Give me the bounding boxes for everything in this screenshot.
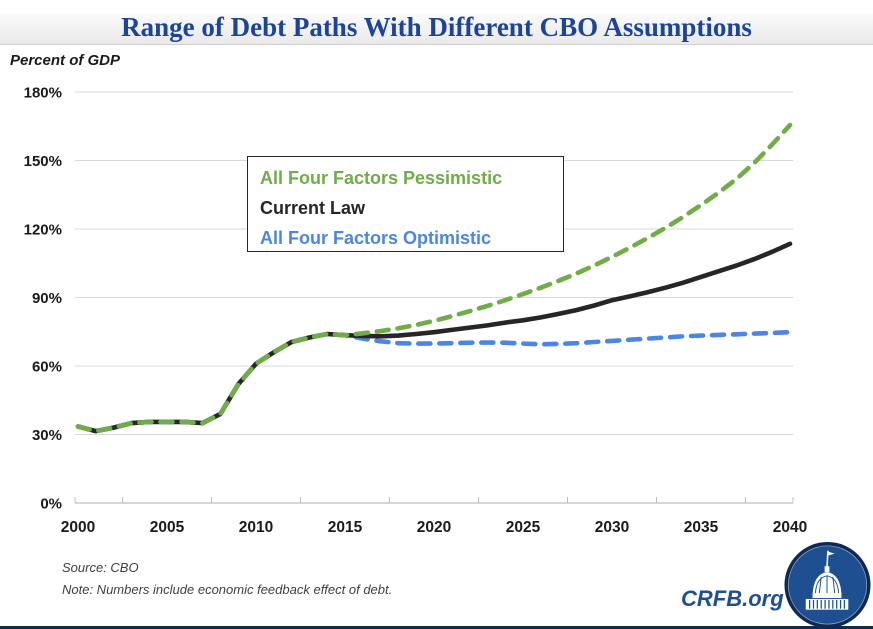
y-axis-tick-label: 60% bbox=[32, 359, 62, 376]
x-axis-tick-label: 2030 bbox=[595, 519, 629, 536]
x-axis-tick-label: 2015 bbox=[328, 519, 363, 536]
x-axis-tick-label: 2010 bbox=[239, 519, 273, 536]
legend-item-optimistic: All Four Factors Optimistic bbox=[260, 228, 492, 248]
x-axis-tick-label: 2000 bbox=[61, 519, 95, 536]
y-axis-unit-label: Percent of GDP bbox=[10, 52, 121, 69]
page-title: Range of Debt Paths With Different CBO A… bbox=[121, 12, 752, 42]
title-band bbox=[0, 13, 873, 45]
x-axis-tick-label: 2040 bbox=[773, 519, 807, 536]
y-axis-tick-label: 120% bbox=[24, 222, 62, 239]
x-axis-tick-label: 2035 bbox=[684, 519, 719, 536]
note-text: Note: Numbers include economic feedback … bbox=[62, 582, 393, 597]
crfb-wordmark: CRFB.org bbox=[681, 586, 784, 611]
y-axis-tick-label: 0% bbox=[40, 496, 62, 513]
y-axis-tick-label: 30% bbox=[32, 427, 62, 444]
source-text: Source: CBO bbox=[62, 560, 139, 575]
x-axis-tick-label: 2025 bbox=[506, 519, 541, 536]
legend-item-pessimistic: All Four Factors Pessimistic bbox=[260, 168, 503, 188]
series-line-current-law bbox=[75, 241, 793, 434]
series-line-all-four-factors-optimistic bbox=[75, 329, 793, 434]
x-axis-tick-label: 2005 bbox=[150, 519, 185, 536]
x-axis-tick-label: 2020 bbox=[417, 519, 451, 536]
y-axis-tick-label: 150% bbox=[24, 153, 62, 170]
chart-legend: All Four Factors Pessimistic Current Law… bbox=[247, 156, 564, 252]
series-line-all-four-factors-pessimistic bbox=[75, 122, 793, 434]
y-axis-tick-label: 180% bbox=[24, 85, 62, 102]
bottom-accent-bar bbox=[0, 626, 873, 629]
capitol-dome-logo-icon bbox=[784, 541, 871, 629]
legend-item-current-law: Current Law bbox=[260, 198, 366, 218]
y-axis-tick-label: 90% bbox=[32, 290, 62, 307]
